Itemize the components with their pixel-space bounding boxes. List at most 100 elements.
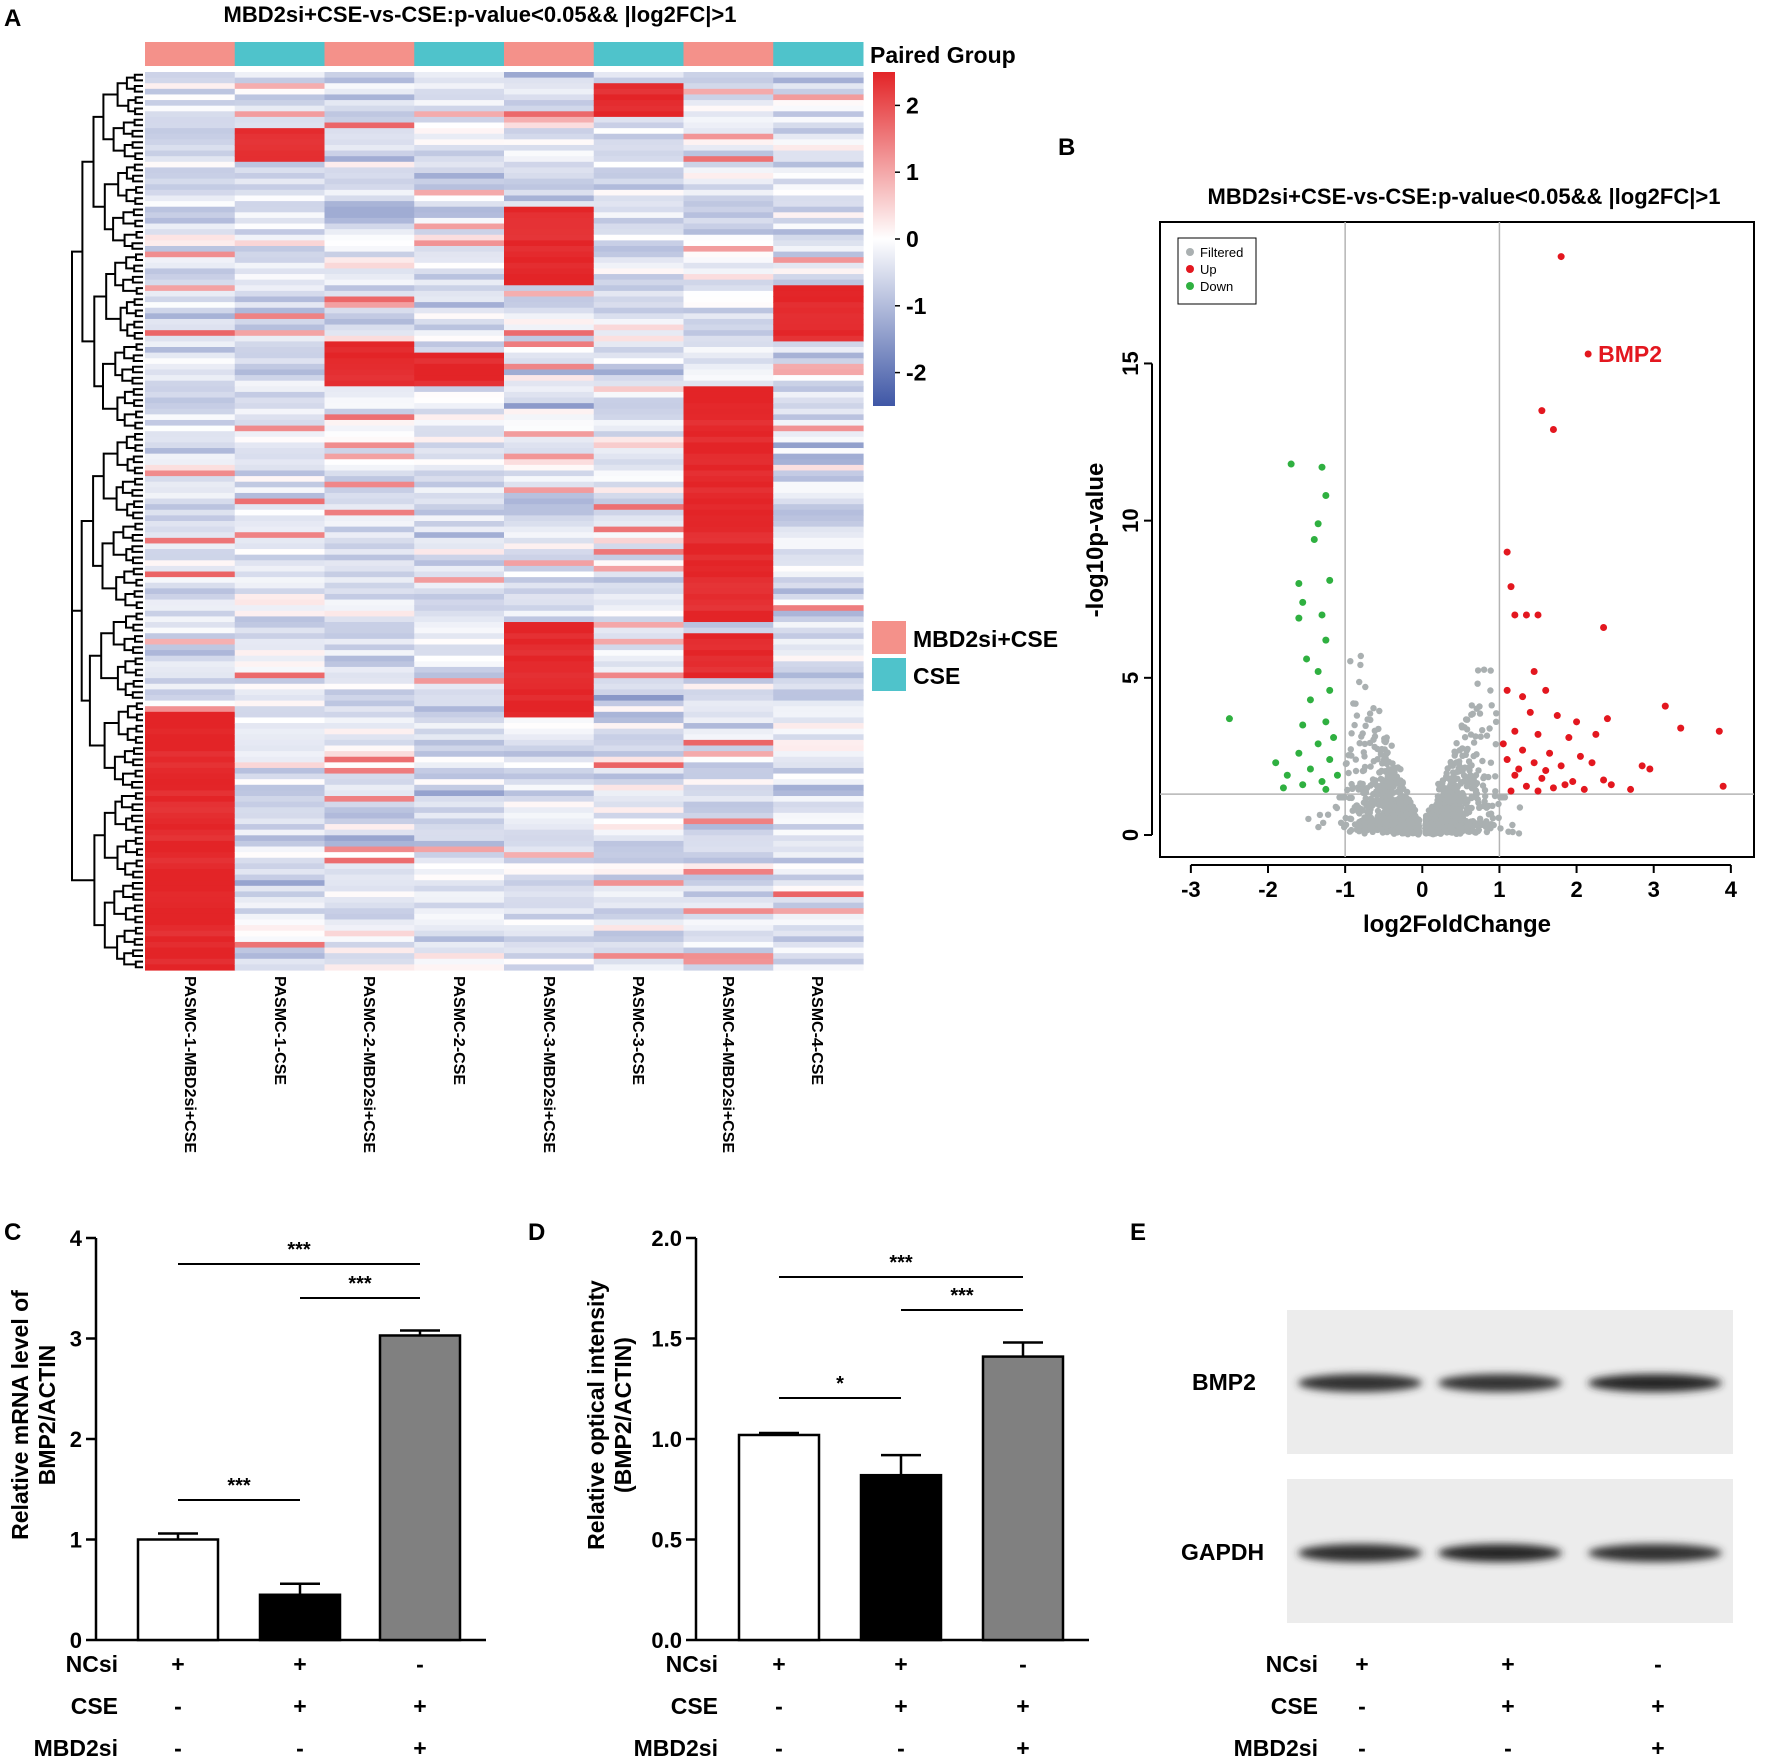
filtered-point bbox=[1356, 678, 1363, 686]
heatmap-cell bbox=[145, 324, 236, 331]
filtered-point bbox=[1450, 828, 1458, 835]
filtered-point bbox=[1376, 707, 1383, 715]
heatmap-cell bbox=[593, 902, 685, 909]
heatmap-cell bbox=[414, 195, 505, 202]
heatmap-cell bbox=[234, 936, 326, 943]
condition-label: CSE bbox=[671, 1693, 718, 1719]
heatmap-cell bbox=[145, 481, 236, 488]
filtered-point bbox=[1467, 731, 1475, 738]
heatmap-cell bbox=[234, 549, 326, 556]
heatmap-cell bbox=[683, 335, 774, 342]
filtered-point bbox=[1468, 702, 1476, 709]
heatmap-cell bbox=[593, 375, 685, 382]
dendrogram-branch bbox=[125, 76, 135, 90]
heatmap-cell bbox=[773, 257, 864, 264]
heatmap-cell bbox=[145, 442, 236, 449]
dendrogram-branch bbox=[132, 949, 143, 957]
annotation-cell bbox=[773, 42, 864, 66]
dendrogram-branch bbox=[135, 410, 143, 419]
heatmap-cell bbox=[414, 330, 505, 337]
heatmap-cell bbox=[593, 492, 685, 500]
heatmap-cell bbox=[773, 762, 864, 769]
heatmap-cell bbox=[414, 537, 505, 545]
heatmap-cell bbox=[683, 206, 774, 213]
heatmap-cell bbox=[773, 543, 864, 550]
column-label: PASMC-1-MBD2si+CSE bbox=[181, 976, 198, 1153]
heatmap-cell bbox=[414, 812, 505, 820]
heatmap-cell bbox=[773, 840, 864, 848]
heatmap-cell bbox=[504, 94, 595, 101]
dendrogram-branch bbox=[133, 399, 143, 407]
filtered-point bbox=[1436, 800, 1443, 807]
heatmap-cell bbox=[145, 268, 236, 275]
dendrogram-branch bbox=[80, 520, 94, 702]
dendrogram-branch bbox=[123, 233, 137, 247]
heatmap-cell bbox=[324, 335, 415, 342]
heatmap-cell bbox=[324, 689, 415, 696]
heatmap-cell bbox=[234, 201, 326, 208]
heatmap-cell bbox=[683, 369, 774, 376]
heatmap-cell bbox=[145, 206, 236, 213]
legend-swatch-cse bbox=[872, 658, 906, 691]
column-label: PASMC-2-CSE bbox=[450, 976, 467, 1085]
blot-band bbox=[1298, 1374, 1422, 1392]
heatmap-cell bbox=[234, 880, 326, 887]
dendrogram-branch bbox=[132, 893, 143, 901]
dendrogram-branch bbox=[135, 186, 143, 194]
condition-mark: + bbox=[413, 1735, 426, 1761]
heatmap-cell bbox=[145, 156, 236, 163]
heatmap-cell bbox=[773, 812, 864, 820]
dendrogram-branch bbox=[131, 534, 143, 542]
dendrogram-branch bbox=[134, 926, 143, 935]
filtered-point bbox=[1345, 752, 1352, 759]
heatmap-cell bbox=[773, 537, 864, 545]
heatmap-cell bbox=[324, 217, 415, 225]
filtered-point bbox=[1351, 721, 1358, 729]
filtered-point bbox=[1509, 821, 1516, 829]
heatmap-cell bbox=[593, 274, 685, 281]
heatmap-cell bbox=[504, 352, 595, 359]
heatmap-cell bbox=[324, 375, 415, 382]
filtered-point bbox=[1485, 811, 1493, 818]
heatmap-cell bbox=[683, 358, 774, 365]
dendrogram-branch bbox=[134, 96, 143, 104]
heatmap-cell bbox=[145, 425, 236, 432]
heatmap-cell bbox=[414, 515, 505, 522]
heatmap-cell bbox=[504, 105, 595, 112]
heatmap-cell bbox=[324, 88, 415, 96]
heatmap-cell bbox=[773, 476, 864, 483]
heatmap-cell bbox=[504, 476, 595, 483]
dendrogram-branch bbox=[131, 141, 143, 149]
heatmap-cell bbox=[683, 661, 774, 668]
dendrogram-branch bbox=[102, 452, 118, 500]
heatmap-cell bbox=[414, 919, 505, 926]
heatmap-cell bbox=[773, 167, 864, 174]
dendrogram-branch bbox=[131, 691, 143, 699]
heatmap-cell bbox=[773, 88, 864, 96]
heatmap-cell bbox=[593, 700, 685, 707]
heatmap-cell bbox=[145, 571, 236, 578]
heatmap-cell bbox=[593, 133, 685, 140]
heatmap-cell bbox=[324, 925, 415, 932]
heatmap-cell bbox=[683, 767, 774, 775]
heatmap-cell bbox=[145, 302, 236, 309]
x-tick-label: 0 bbox=[1416, 877, 1428, 902]
filtered-point bbox=[1367, 782, 1374, 789]
colorbar-tick-label: -2 bbox=[906, 360, 926, 386]
up-points bbox=[1499, 253, 1727, 795]
heatmap-cell bbox=[593, 302, 685, 309]
heatmap-cell bbox=[504, 913, 595, 921]
heatmap-cell bbox=[683, 268, 774, 275]
heatmap-cell bbox=[414, 313, 505, 320]
heatmap-cell bbox=[414, 386, 505, 393]
heatmap-cell bbox=[504, 481, 595, 488]
heatmap-cell bbox=[324, 565, 415, 573]
down-point bbox=[1306, 696, 1314, 704]
heatmap-cell bbox=[145, 824, 236, 831]
heatmap-cell bbox=[145, 150, 236, 157]
filtered-point bbox=[1371, 727, 1379, 734]
up-point bbox=[1503, 686, 1511, 694]
heatmap-cell bbox=[414, 425, 505, 432]
heatmap-cell bbox=[773, 936, 864, 943]
heatmap-cell bbox=[773, 689, 864, 696]
